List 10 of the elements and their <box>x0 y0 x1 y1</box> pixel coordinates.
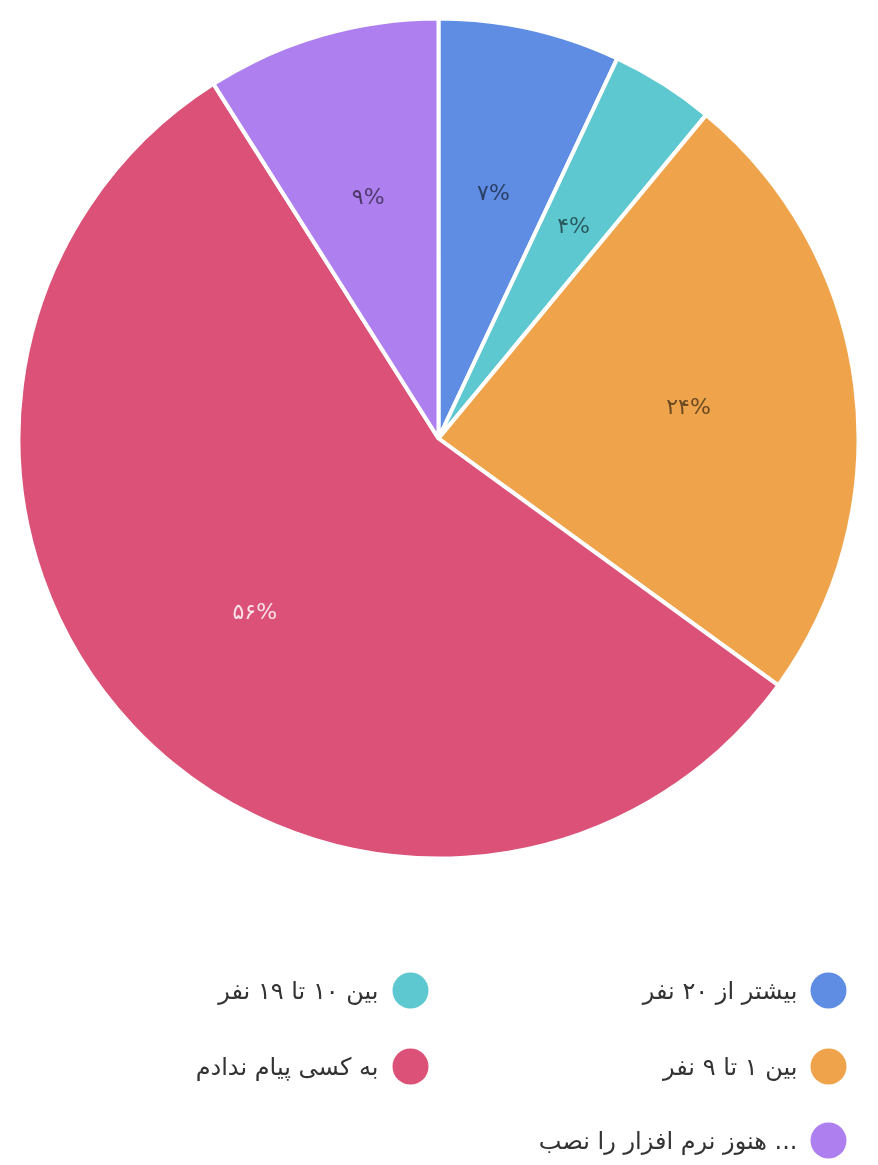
legend-label: بین ۱۰ تا ۱۹ نفر <box>217 976 379 1005</box>
legend-label: بیشتر از ۲۰ نفر <box>641 976 798 1005</box>
legend-label: بین ۱ تا ۹ نفر <box>661 1052 798 1081</box>
legend-label: به کسی پیام ندادم <box>195 1052 379 1081</box>
data-label: ۷% <box>477 180 510 206</box>
legend-label: هنوز نرم افزار را نصب ... <box>538 1126 798 1155</box>
data-label: ۴% <box>557 213 590 239</box>
data-label: ۹% <box>351 184 385 210</box>
data-label: ۵۶% <box>232 598 278 624</box>
data-label: ۲۴% <box>666 394 711 420</box>
